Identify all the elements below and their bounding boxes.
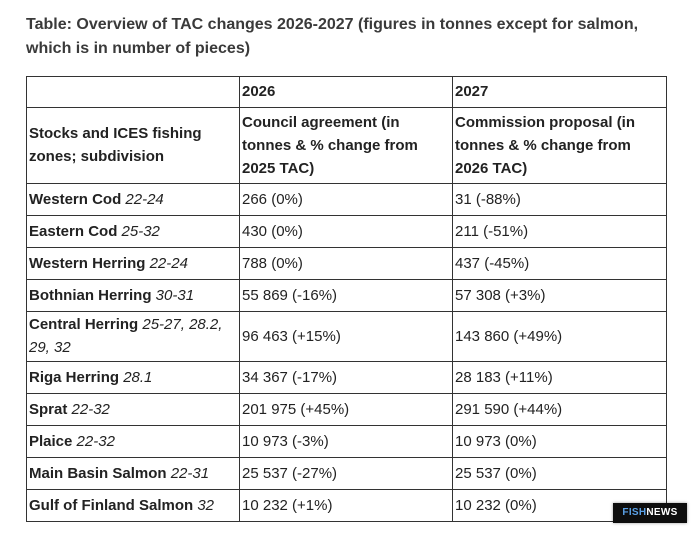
stock-cell: Eastern Cod 25-32 xyxy=(26,215,240,248)
stock-cell: Sprat 22-32 xyxy=(26,393,240,426)
value-2026-cell: 10 973 (-3%) xyxy=(239,425,453,458)
stock-cell: Western Herring 22-24 xyxy=(26,247,240,280)
table-row: Riga Herring 28.1 34 367 (-17%) 28 183 (… xyxy=(26,361,667,394)
year-2027-header: 2027 xyxy=(452,76,667,108)
stock-name: Plaice xyxy=(29,432,73,450)
tac-table: 2026 2027 Stocks and ICES fishing zones;… xyxy=(26,76,667,522)
fishnews-logo: FISHNEWS xyxy=(613,503,687,523)
table-row: Western Cod 22-24 266 (0%) 31 (-88%) xyxy=(26,183,667,216)
value-2026-cell: 430 (0%) xyxy=(239,215,453,248)
stock-cell: Central Herring 25-27, 28.2, 29, 32 xyxy=(26,311,240,362)
stock-zone: 28.1 xyxy=(123,368,153,386)
stock-name: Central Herring xyxy=(29,316,139,333)
council-agreement-header: Council agreement (in tonnes & % change … xyxy=(239,107,453,184)
value-2026-cell: 266 (0%) xyxy=(239,183,453,216)
table-row: Bothnian Herring 30-31 55 869 (-16%) 57 … xyxy=(26,279,667,312)
value-2027-cell: 31 (-88%) xyxy=(452,183,667,216)
stock-cell: Bothnian Herring 30-31 xyxy=(26,279,240,312)
stock-name: Gulf of Finland Salmon xyxy=(29,496,194,514)
value-2026-cell: 96 463 (+15%) xyxy=(239,311,453,362)
empty-header-cell xyxy=(26,76,240,108)
stock-zone: 22-31 xyxy=(170,464,210,482)
stock-zone: 25-32 xyxy=(121,222,160,240)
stock-name: Western Cod xyxy=(29,190,122,208)
stock-name: Western Herring xyxy=(29,254,146,272)
value-2027-cell: 143 860 (+49%) xyxy=(452,311,667,362)
stock-name: Bothnian Herring xyxy=(29,286,152,304)
stock-cell: Plaice 22-32 xyxy=(26,425,240,458)
stock-name: Riga Herring xyxy=(29,368,120,386)
value-2027-cell: 437 (-45%) xyxy=(452,247,667,280)
stock-zone: 25-27, 28.2, 29, 32 xyxy=(29,316,223,356)
table-row: Main Basin Salmon 22-31 25 537 (-27%) 25… xyxy=(26,457,667,490)
stock-zone: 22-24 xyxy=(125,190,164,208)
value-2026-cell: 25 537 (-27%) xyxy=(239,457,453,490)
stock-name: Main Basin Salmon xyxy=(29,464,167,482)
logo-part-news: NEWS xyxy=(646,507,678,518)
stock-name: Eastern Cod xyxy=(29,222,118,240)
stock-cell: Riga Herring 28.1 xyxy=(26,361,240,394)
description-header-row: Stocks and ICES fishing zones; subdivisi… xyxy=(26,107,667,184)
value-2027-cell: 10 973 (0%) xyxy=(452,425,667,458)
stock-zone: 22-24 xyxy=(149,254,188,272)
value-2027-cell: 28 183 (+11%) xyxy=(452,361,667,394)
value-2026-cell: 34 367 (-17%) xyxy=(239,361,453,394)
table-row: Sprat 22-32 201 975 (+45%) 291 590 (+44%… xyxy=(26,393,667,426)
logo-part-fish: FISH xyxy=(622,507,647,518)
year-2026-header: 2026 xyxy=(239,76,453,108)
value-2027-cell: 25 537 (0%) xyxy=(452,457,667,490)
stock-name: Sprat xyxy=(29,400,68,418)
stock-cell: Main Basin Salmon 22-31 xyxy=(26,457,240,490)
stock-cell: Gulf of Finland Salmon 32 xyxy=(26,489,240,522)
stock-zone: 30-31 xyxy=(155,286,195,304)
value-2026-cell: 788 (0%) xyxy=(239,247,453,280)
value-2026-cell: 10 232 (+1%) xyxy=(239,489,453,522)
table-row: Central Herring 25-27, 28.2, 29, 32 96 4… xyxy=(26,311,667,362)
table-row: Western Herring 22-24 788 (0%) 437 (-45%… xyxy=(26,247,667,280)
value-2027-cell: 10 232 (0%) xyxy=(452,489,667,522)
value-2026-cell: 55 869 (-16%) xyxy=(239,279,453,312)
stock-zone: 32 xyxy=(197,496,215,514)
stock-cell: Western Cod 22-24 xyxy=(26,183,240,216)
stock-zone: 22-32 xyxy=(71,400,110,418)
table-caption: Table: Overview of TAC changes 2026-2027… xyxy=(26,16,639,57)
value-2027-cell: 211 (-51%) xyxy=(452,215,667,248)
value-2027-cell: 57 308 (+3%) xyxy=(452,279,667,312)
stock-zone: 22-32 xyxy=(76,432,115,450)
table-row: Eastern Cod 25-32 430 (0%) 211 (-51%) xyxy=(26,215,667,248)
value-2027-cell: 291 590 (+44%) xyxy=(452,393,667,426)
year-header-row: 2026 2027 xyxy=(26,76,667,108)
stocks-header: Stocks and ICES fishing zones; subdivisi… xyxy=(26,107,240,184)
value-2026-cell: 201 975 (+45%) xyxy=(239,393,453,426)
table-row: Gulf of Finland Salmon 32 10 232 (+1%) 1… xyxy=(26,489,667,522)
table-row: Plaice 22-32 10 973 (-3%) 10 973 (0%) xyxy=(26,425,667,458)
commission-proposal-header: Commission proposal (in tonnes & % chang… xyxy=(452,107,667,184)
